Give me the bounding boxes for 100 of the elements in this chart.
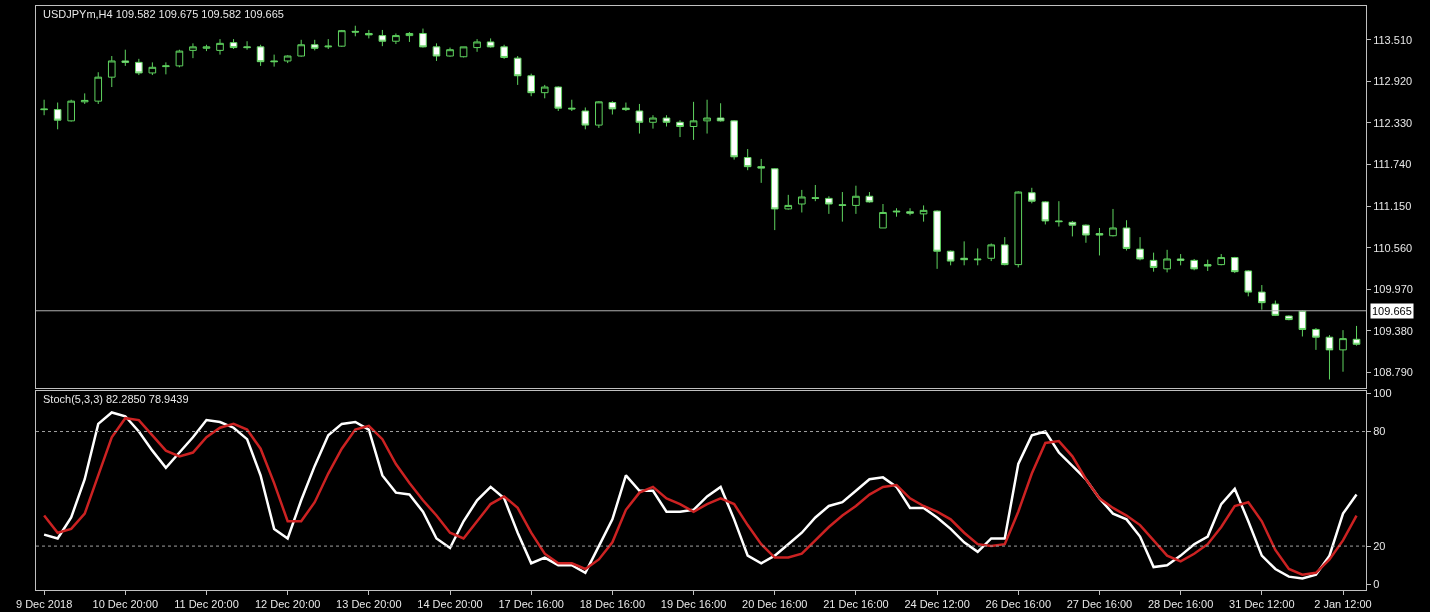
candlestick — [919, 204, 928, 223]
candlestick — [595, 100, 603, 129]
y-tick-label: 109.380 — [1373, 324, 1413, 337]
candlestick — [40, 99, 48, 116]
candlestick — [1244, 269, 1253, 297]
candlestick — [1041, 200, 1050, 225]
y-tick-label: 111.150 — [1373, 199, 1412, 212]
x-tick-label: 11 Dec 20:00 — [174, 598, 239, 611]
x-tick-label: 21 Dec 16:00 — [823, 598, 889, 611]
candlestick — [703, 99, 711, 135]
candlestick — [67, 99, 75, 123]
candlestick — [216, 38, 224, 56]
candlestick — [865, 191, 874, 204]
candlestick — [743, 148, 752, 171]
candlestick — [189, 42, 197, 59]
candlestick — [1163, 249, 1171, 273]
candlestick — [879, 203, 887, 229]
candlestick — [1271, 300, 1280, 317]
candlestick — [649, 114, 657, 130]
candlestick — [906, 207, 914, 216]
candlestick — [960, 240, 968, 266]
candlestick — [162, 61, 170, 75]
candlestick — [310, 39, 319, 51]
candlestick — [1285, 314, 1293, 321]
candlestick — [1230, 256, 1239, 274]
candlestick — [107, 55, 116, 88]
candlestick — [135, 58, 143, 76]
candlestick — [1055, 200, 1063, 228]
candlestick — [324, 38, 333, 50]
candlestick — [770, 167, 779, 231]
y-tick-label: 112.920 — [1373, 75, 1413, 88]
candlestick — [1122, 219, 1131, 252]
candlestick — [892, 207, 901, 218]
candlestick — [676, 119, 684, 138]
candlestick — [1000, 236, 1009, 266]
candlestick — [1095, 227, 1104, 256]
candlestick — [446, 47, 454, 58]
y-tick-label: 113.510 — [1373, 33, 1413, 46]
candlestick — [432, 42, 441, 62]
candlestick — [716, 102, 725, 123]
x-tick-label: 9 Dec 2018 — [15, 598, 73, 611]
candlestick — [486, 37, 495, 49]
candlestick — [838, 191, 847, 223]
candlestick — [459, 46, 468, 58]
candlestick — [1068, 220, 1077, 237]
candlestick — [1082, 223, 1090, 244]
candlestick — [121, 49, 130, 67]
ref-line-label: 109.665 — [1372, 305, 1412, 317]
candlestick — [229, 38, 238, 50]
candlestick — [567, 99, 576, 112]
candlestick — [473, 38, 481, 53]
candlestick — [946, 250, 955, 266]
candlestick — [689, 101, 698, 141]
candlestick — [500, 44, 508, 60]
candlestick — [94, 71, 103, 105]
candlestick — [148, 61, 157, 76]
candlestick — [635, 103, 644, 135]
y-tick-label: 108.790 — [1373, 366, 1413, 379]
candlestick — [730, 119, 738, 161]
candlestick — [392, 32, 400, 45]
candlestick — [1027, 187, 1036, 204]
y-tick-label: 111.740 — [1373, 158, 1412, 171]
candlestick — [270, 54, 278, 68]
candlestick — [622, 102, 630, 112]
candlestick — [852, 185, 860, 215]
chart-title: USDJPYm,H4 109.582 109.675 109.582 109.665 — [43, 8, 284, 20]
candlestick — [1339, 329, 1347, 373]
candlestick — [581, 106, 590, 130]
candlestick — [933, 209, 941, 270]
candlestick — [1136, 236, 1144, 261]
candlestick — [297, 39, 305, 58]
candlestick — [405, 31, 414, 43]
candlestick — [175, 49, 184, 68]
candlestick — [1325, 334, 1334, 380]
candlestick — [1298, 309, 1307, 337]
candlestick — [540, 84, 549, 99]
candlestick — [513, 55, 522, 86]
x-tick-label: 10 Dec 20:00 — [92, 598, 159, 611]
candlestick — [973, 247, 982, 266]
candlestick — [1014, 190, 1023, 268]
candlestick — [351, 25, 360, 37]
candlestick — [80, 92, 89, 105]
candlestick — [825, 195, 833, 215]
candlestick — [1312, 327, 1320, 351]
x-tick-label: 27 Dec 16:00 — [1066, 598, 1133, 611]
candlestick — [337, 29, 346, 48]
y-tick-label: 0 — [1373, 578, 1380, 591]
x-tick-label: 19 Dec 16:00 — [660, 598, 727, 611]
candlestick — [757, 158, 766, 184]
candlestick — [1203, 259, 1212, 272]
candlestick — [1190, 258, 1198, 271]
x-tick-label: 31 Dec 12:00 — [1229, 598, 1295, 611]
chart-title: Stoch(5,3,3) 82.2850 78.9439 — [43, 393, 189, 405]
candlestick — [797, 189, 806, 213]
x-tick-label: 17 Dec 16:00 — [498, 598, 564, 611]
y-tick-label: 110.560 — [1373, 241, 1413, 254]
y-tick-label: 109.970 — [1373, 283, 1413, 296]
x-tick-label: 2 Jan 12:00 — [1314, 598, 1372, 611]
candlestick — [283, 54, 292, 64]
x-tick-label: 18 Dec 16:00 — [579, 598, 646, 611]
